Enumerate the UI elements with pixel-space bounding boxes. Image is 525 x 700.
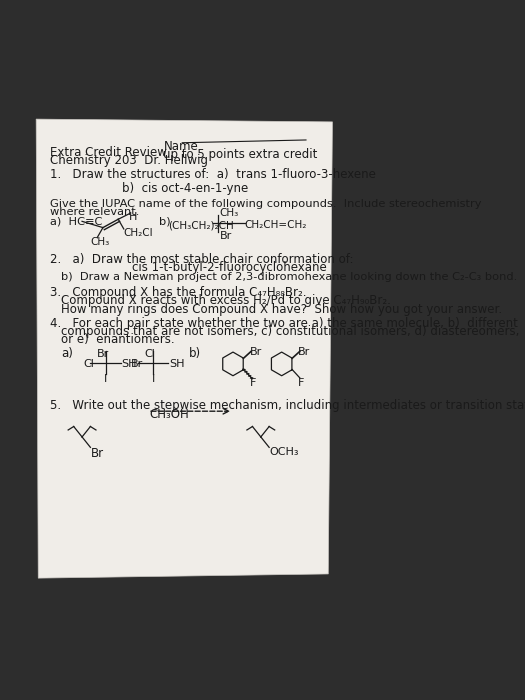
Text: CH₂Cl: CH₂Cl xyxy=(124,228,153,237)
Text: Br: Br xyxy=(91,447,104,460)
Text: b)  Draw a Newman project of 2,3-dibromohexane looking down the C₂-C₃ bond.: b) Draw a Newman project of 2,3-dibromoh… xyxy=(61,272,518,282)
Text: OCH₃: OCH₃ xyxy=(270,447,299,456)
Text: 2.   a)  Draw the most stable chair conformation of:: 2. a) Draw the most stable chair conform… xyxy=(50,253,353,265)
Text: 1.   Draw the structures of:  a)  trans 1-fluoro-3-hexene: 1. Draw the structures of: a) trans 1-fl… xyxy=(50,168,376,181)
Text: CH₃: CH₃ xyxy=(220,208,239,218)
Text: 5.   Write out the stepwise mechanism, including intermediates or transition sta: 5. Write out the stepwise mechanism, inc… xyxy=(50,399,525,412)
Text: Name: Name xyxy=(163,140,198,153)
Text: (CH₃CH₂)₂CH: (CH₃CH₂)₂CH xyxy=(169,220,234,230)
Text: a): a) xyxy=(61,346,73,360)
Text: up to 5 points extra credit: up to 5 points extra credit xyxy=(163,148,318,161)
Text: I: I xyxy=(152,374,155,384)
Text: Cl: Cl xyxy=(145,349,155,358)
Text: Chemistry 203  Dr. Hellwig: Chemistry 203 Dr. Hellwig xyxy=(50,154,208,167)
Text: b): b) xyxy=(159,216,170,227)
Text: Give the IUPAC name of the following compounds.  Include stereochemistry: Give the IUPAC name of the following com… xyxy=(50,199,481,209)
Text: 3.   Compound X has the formula C₄₇H₈₈Br₂.: 3. Compound X has the formula C₄₇H₈₈Br₂. xyxy=(50,286,307,299)
Text: or e)  enantiomers.: or e) enantiomers. xyxy=(61,333,175,346)
Text: b)  cis oct-4-en-1-yne: b) cis oct-4-en-1-yne xyxy=(122,182,248,195)
Text: How many rings does Compound X have?  Show how you got your answer.: How many rings does Compound X have? Sho… xyxy=(61,302,502,316)
Text: H: H xyxy=(129,211,138,222)
Text: compounds that are not isomers, c) constitutional isomers, d) diastereomers,: compounds that are not isomers, c) const… xyxy=(61,325,520,338)
Text: Cl: Cl xyxy=(83,359,94,369)
Text: where relevant.: where relevant. xyxy=(50,207,140,218)
Text: cis 1-t-butyl-2-fluorocyclohexane: cis 1-t-butyl-2-fluorocyclohexane xyxy=(132,261,327,274)
Text: Br: Br xyxy=(97,349,109,358)
Text: CH₃: CH₃ xyxy=(90,237,110,247)
Text: b): b) xyxy=(189,346,201,360)
Text: F: F xyxy=(298,378,304,388)
Text: Compound X reacts with excess H₂/Pd to give C₄₇H₉₀Br₂.: Compound X reacts with excess H₂/Pd to g… xyxy=(61,295,391,307)
Text: CH₂CH=CH₂: CH₂CH=CH₂ xyxy=(245,220,307,230)
Text: I: I xyxy=(104,374,108,384)
Polygon shape xyxy=(36,119,332,578)
Text: Br: Br xyxy=(131,359,143,369)
Text: CH₃OH: CH₃OH xyxy=(150,408,190,421)
Text: Br: Br xyxy=(250,346,262,356)
Text: Br: Br xyxy=(298,346,311,356)
Text: F: F xyxy=(250,378,256,388)
Text: SH: SH xyxy=(169,359,184,369)
Text: 4.   For each pair state whether the two are a) the same molecule, b)  different: 4. For each pair state whether the two a… xyxy=(50,316,518,330)
Text: Extra Credit Review: Extra Credit Review xyxy=(50,146,167,158)
Text: SH: SH xyxy=(122,359,137,369)
Text: a)  HC≡C: a) HC≡C xyxy=(50,216,102,227)
Text: Br: Br xyxy=(220,231,232,241)
